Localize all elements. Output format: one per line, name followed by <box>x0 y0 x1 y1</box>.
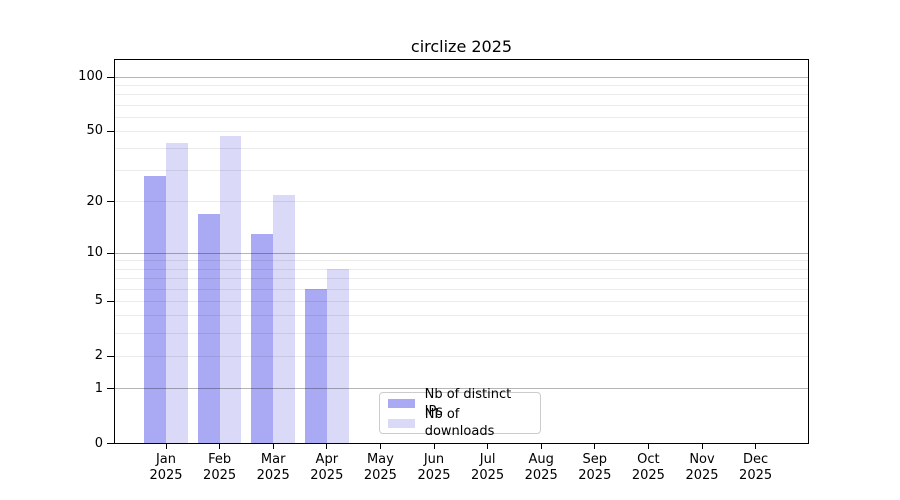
x-tick-label: Mar 2025 <box>256 452 290 483</box>
legend-swatch-downloads <box>388 418 415 428</box>
x-tick <box>379 443 381 449</box>
x-tick-label: Sep 2025 <box>578 452 612 483</box>
gridline-minor <box>115 84 808 86</box>
gridline-minor <box>115 116 808 118</box>
x-tick <box>540 443 542 449</box>
x-tick <box>433 443 435 449</box>
x-tick-label: Apr 2025 <box>310 452 344 483</box>
y-tick-label: 2 <box>94 348 103 364</box>
gridline-major <box>115 388 808 389</box>
y-tick <box>107 443 114 444</box>
x-tick-label: May 2025 <box>363 452 397 483</box>
x-tick <box>594 443 596 449</box>
y-tick-label: 100 <box>78 69 103 85</box>
gridline-minor <box>115 94 808 96</box>
y-tick <box>107 355 114 357</box>
x-tick <box>701 443 703 449</box>
y-tick <box>107 388 114 389</box>
legend-swatch-distinct-ips <box>388 398 415 408</box>
bar-downloads <box>273 194 296 443</box>
legend: Nb of distinct IPs Nb of downloads <box>379 387 541 439</box>
bar-downloads <box>219 136 242 443</box>
y-tick-label: 50 <box>86 123 103 139</box>
gridline-minor <box>115 268 808 270</box>
legend-entry-distinct-ips: Nb of distinct IPs <box>388 387 532 419</box>
x-tick-label: Jul 2025 <box>471 452 505 483</box>
plot-area <box>114 59 809 444</box>
x-tick <box>647 443 649 449</box>
gridline-minor <box>115 315 808 317</box>
gridline-minor <box>115 148 808 150</box>
x-tick <box>272 443 274 449</box>
bar-distinct-ips <box>197 214 220 443</box>
y-tick <box>107 252 114 254</box>
bar-distinct-ips <box>304 289 327 443</box>
chart-title: circlize 2025 <box>410 37 513 56</box>
x-tick <box>487 443 489 449</box>
gridline-major <box>115 252 808 254</box>
x-tick <box>326 443 328 449</box>
y-tick-label: 5 <box>94 293 103 309</box>
x-tick-label: Oct 2025 <box>631 452 665 483</box>
gridline-minor <box>115 277 808 279</box>
gridline-minor <box>115 201 808 203</box>
bars-layer <box>115 60 808 443</box>
x-tick <box>755 443 757 449</box>
gridline-minor <box>115 288 808 290</box>
y-tick-label: 1 <box>94 380 103 396</box>
grid-layer <box>115 60 808 443</box>
x-tick-label: Nov 2025 <box>685 452 719 483</box>
legend-label-distinct-ips: Nb of distinct IPs <box>424 387 512 419</box>
gridline-minor <box>115 130 808 132</box>
gridline-minor <box>115 300 808 302</box>
y-tick-label: 0 <box>94 435 103 451</box>
y-tick-label: 10 <box>86 245 103 261</box>
y-tick-label: 20 <box>86 193 103 209</box>
x-tick-label: Jan 2025 <box>149 452 183 483</box>
x-tick <box>165 443 167 449</box>
bar-downloads <box>326 269 349 443</box>
legend-entry-downloads: Nb of downloads <box>388 407 532 439</box>
y-tick <box>107 300 114 302</box>
gridline-minor <box>115 332 808 334</box>
bar-distinct-ips <box>251 234 274 443</box>
gridline-major <box>115 76 808 78</box>
x-tick-label: Dec 2025 <box>739 452 773 483</box>
gridline-minor <box>115 104 808 106</box>
bar-distinct-ips <box>144 176 166 443</box>
x-tick-label: Aug 2025 <box>524 452 558 483</box>
gridline-minor <box>115 355 808 357</box>
y-tick <box>107 76 114 78</box>
legend-label-downloads: Nb of downloads <box>424 407 495 439</box>
x-tick-label: Jun 2025 <box>417 452 451 483</box>
x-tick <box>219 443 221 449</box>
bar-downloads <box>166 143 188 443</box>
gridline-minor <box>115 170 808 172</box>
x-tick-label: Feb 2025 <box>203 452 237 483</box>
y-tick <box>107 130 114 132</box>
gridline-minor <box>115 260 808 262</box>
y-tick <box>107 201 114 203</box>
